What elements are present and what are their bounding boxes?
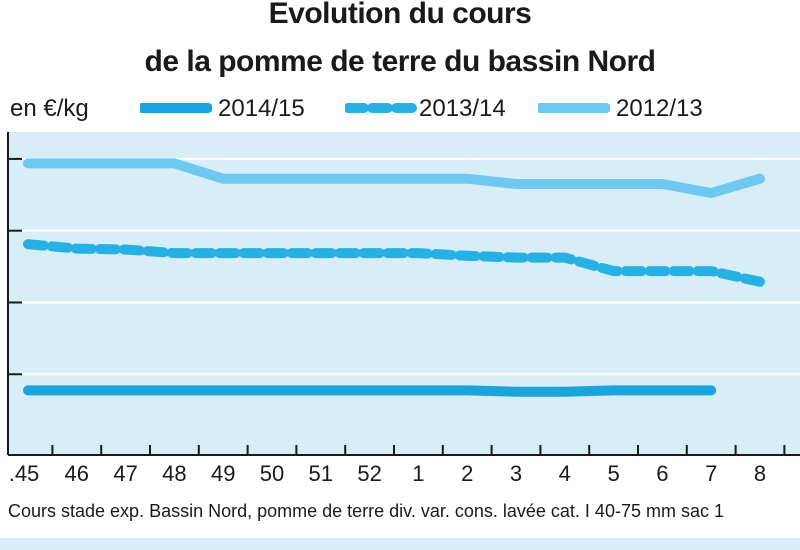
legend-item-2012-13: 2012/13 [538, 94, 738, 124]
x-tick-label: 1 [412, 461, 424, 486]
x-tick-label: 2 [461, 461, 473, 486]
legend-label-2014-15: 2014/15 [218, 95, 305, 122]
y-unit-label: en €/kg [10, 95, 89, 122]
x-tick-label: 47 [113, 461, 137, 486]
x-tick-label: 52 [357, 461, 381, 486]
legend-label-2013-14: 2013/14 [419, 95, 506, 122]
series-line-2012-13 [23, 158, 765, 198]
series-line-2013-14 [23, 239, 765, 287]
bottom-strip [0, 538, 800, 550]
x-tick-label: 8 [754, 461, 766, 486]
legend-swatch-2014-15 [140, 103, 212, 113]
chart-title-line-1: Evolution du cours [268, 0, 532, 30]
line-chart: .45 46 47 48 49 50 51 52 1 2 3 4 5 6 7 8 [7, 132, 800, 486]
x-tick-label: 49 [211, 461, 235, 486]
series-line-2014-15 [23, 385, 717, 397]
x-tick-label: 51 [309, 461, 333, 486]
x-tick-label: 5 [607, 461, 619, 486]
x-tick-label: 7 [705, 461, 717, 486]
legend-swatch-2012-13 [538, 103, 610, 113]
legend-label-2012-13: 2012/13 [616, 95, 703, 122]
x-tick-label: 6 [656, 461, 668, 486]
x-tick-label: .45 [9, 461, 40, 486]
x-tick-label: 48 [162, 461, 186, 486]
legend-swatch-2013-14 [345, 103, 417, 113]
legend-item-2013-14: 2013/14 [345, 94, 545, 124]
x-tick-label: 46 [65, 461, 89, 486]
x-tick-label: 4 [559, 461, 571, 486]
x-tick-label: 50 [260, 461, 284, 486]
source-footnote: Cours stade exp. Bassin Nord, pomme de t… [8, 501, 724, 521]
chart-title-line-2: de la pomme de terre du bassin Nord [144, 45, 656, 78]
x-tick-label: 3 [510, 461, 522, 486]
legend-item-2014-15: 2014/15 [140, 94, 340, 124]
